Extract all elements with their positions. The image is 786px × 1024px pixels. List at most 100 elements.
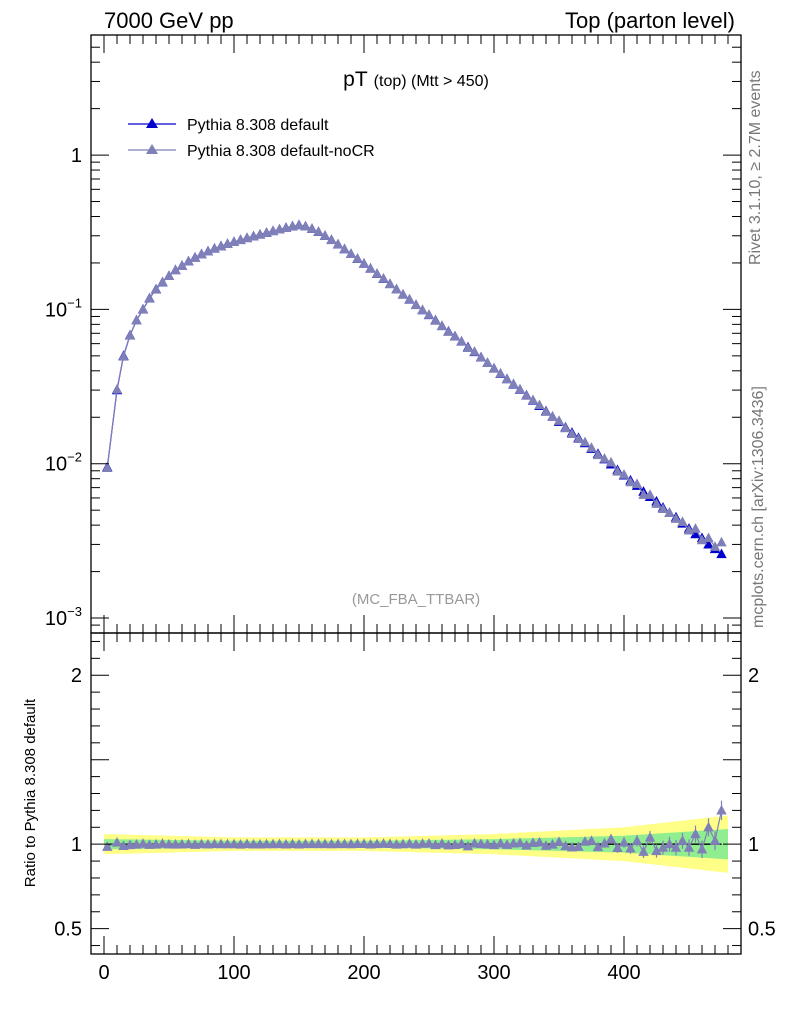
ratio-data-point bbox=[553, 836, 565, 846]
ratio-data-point bbox=[423, 838, 435, 848]
data-point bbox=[579, 436, 591, 447]
ratio-data-point bbox=[586, 835, 597, 845]
ratio-y-tick-label: 2 bbox=[71, 665, 82, 687]
data-point bbox=[495, 367, 506, 378]
watermark: (MC_FBA_TTBAR) bbox=[352, 591, 480, 608]
ratio-data-point bbox=[358, 838, 370, 848]
data-point bbox=[371, 268, 383, 278]
y-tick-label: 10−1 bbox=[45, 295, 82, 321]
data-point bbox=[137, 303, 149, 314]
data-point bbox=[566, 428, 578, 439]
data-point bbox=[599, 453, 610, 463]
data-point bbox=[345, 248, 357, 258]
data-point bbox=[293, 219, 305, 230]
ratio-data-point bbox=[495, 837, 506, 848]
data-point bbox=[703, 532, 714, 543]
data-point bbox=[586, 442, 597, 452]
data-point bbox=[352, 253, 363, 263]
data-point bbox=[170, 264, 181, 275]
legend-label-nocr: Pythia 8.308 default-noCR bbox=[187, 143, 375, 160]
data-point bbox=[677, 516, 688, 526]
ratio-data-point bbox=[287, 838, 298, 849]
ratio-data-point bbox=[605, 833, 617, 844]
ratio-data-point bbox=[625, 842, 636, 853]
data-point bbox=[144, 293, 155, 303]
ratio-y-tick-label: 1 bbox=[71, 834, 82, 856]
legend-entry-nocr: Pythia 8.308 default-noCR bbox=[128, 143, 375, 160]
data-point bbox=[521, 390, 532, 400]
data-point bbox=[358, 257, 370, 268]
data-point bbox=[690, 523, 701, 533]
legend-marker-default bbox=[146, 118, 158, 128]
ratio-data-point bbox=[404, 838, 415, 848]
ratio-data-point bbox=[521, 839, 532, 850]
data-point bbox=[462, 342, 474, 353]
ratio-data-point bbox=[183, 838, 194, 849]
data-point bbox=[657, 503, 669, 513]
ratio-data-point bbox=[209, 838, 220, 849]
rivet-label: Rivet 3.1.10, ≥ 2.7M events bbox=[747, 70, 764, 265]
ratio-data-point bbox=[384, 838, 396, 848]
data-point bbox=[618, 469, 630, 479]
data-point bbox=[102, 462, 113, 472]
data-point bbox=[703, 538, 714, 549]
data-point bbox=[163, 270, 175, 281]
data-point bbox=[183, 255, 194, 266]
data-point bbox=[573, 433, 584, 443]
ratio-frame bbox=[90, 632, 742, 955]
data-point bbox=[196, 248, 207, 259]
data-point bbox=[527, 394, 539, 405]
data-point bbox=[397, 288, 409, 299]
ratio-data-point bbox=[469, 837, 480, 848]
ratio-data-point bbox=[196, 838, 207, 849]
ratio-data-point bbox=[475, 838, 487, 848]
data-point bbox=[332, 238, 344, 249]
data-point bbox=[326, 234, 337, 245]
data-point bbox=[651, 498, 662, 508]
ratio-data-point bbox=[657, 842, 669, 852]
ratio-data-point bbox=[378, 838, 389, 848]
ratio-data-point bbox=[137, 838, 149, 848]
data-point bbox=[189, 252, 201, 262]
data-point bbox=[514, 383, 526, 394]
y-tick-label: 10−2 bbox=[45, 450, 82, 476]
data-point bbox=[534, 399, 545, 410]
data-point bbox=[410, 299, 422, 310]
ratio-data-point bbox=[514, 837, 526, 848]
ratio-y-tick-label-right: 0.5 bbox=[748, 919, 776, 941]
data-point bbox=[176, 260, 188, 270]
ratio-data-point bbox=[618, 836, 630, 847]
data-point bbox=[612, 466, 623, 476]
ratio-data-point bbox=[157, 838, 168, 848]
data-point bbox=[547, 411, 558, 421]
data-point bbox=[456, 335, 467, 346]
ratio-data-point bbox=[644, 831, 656, 842]
ratio-data-point bbox=[638, 846, 649, 856]
data-point bbox=[404, 293, 415, 304]
ratio-data-point bbox=[462, 840, 474, 851]
data-point bbox=[670, 513, 682, 523]
series-line bbox=[106, 224, 722, 548]
ratio-data-point bbox=[319, 838, 331, 849]
legend-marker-nocr bbox=[146, 144, 158, 154]
data-point bbox=[157, 276, 168, 287]
data-point bbox=[306, 223, 318, 233]
data-point bbox=[319, 230, 331, 240]
data-point bbox=[417, 304, 428, 315]
legend-label-default: Pythia 8.308 default bbox=[187, 117, 329, 134]
data-point bbox=[378, 273, 389, 283]
ratio-y-tick-label: 0.5 bbox=[54, 919, 82, 941]
ratio-data-point bbox=[690, 828, 701, 839]
ratio-data-point bbox=[683, 842, 695, 852]
data-point bbox=[605, 456, 617, 467]
ratio-data-point bbox=[716, 804, 727, 815]
data-point bbox=[339, 243, 350, 254]
data-point bbox=[150, 283, 162, 294]
data-point bbox=[553, 415, 565, 425]
data-point bbox=[300, 220, 311, 231]
ratio-data-point bbox=[163, 838, 175, 849]
main-plot-area bbox=[102, 219, 727, 559]
ratio-data-point bbox=[547, 839, 558, 849]
ratio-plot-area bbox=[102, 800, 728, 873]
